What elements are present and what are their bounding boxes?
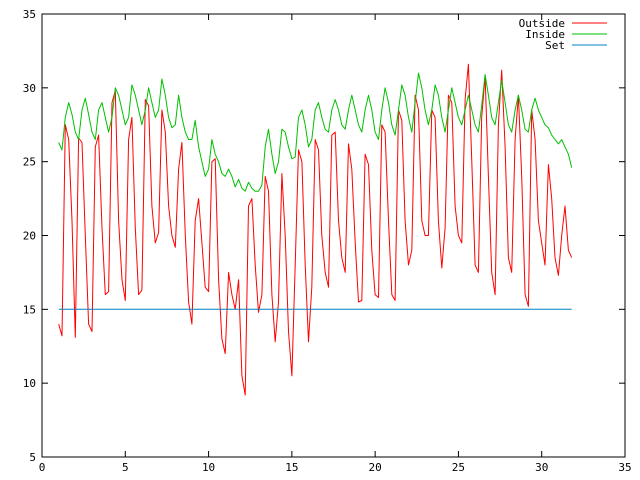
y-tick-label: 25 <box>23 156 36 169</box>
y-tick-label: 15 <box>23 303 36 316</box>
plot-frame <box>41 13 626 458</box>
x-tick-label: 15 <box>285 461 298 474</box>
y-tick-label: 30 <box>23 82 36 95</box>
x-tick-label: 20 <box>369 461 382 474</box>
x-tick-label: 30 <box>535 461 548 474</box>
y-tick-label: 35 <box>23 8 36 21</box>
y-tick-label: 5 <box>29 451 36 464</box>
x-tick-label: 5 <box>122 461 129 474</box>
axis-ticks <box>41 13 626 458</box>
y-tick-label: 20 <box>23 230 36 243</box>
legend-label-inside: Inside <box>525 28 565 41</box>
x-tick-label: 10 <box>202 461 215 474</box>
x-tick-label: 35 <box>618 461 631 474</box>
y-tick-label: 10 <box>23 377 36 390</box>
x-tick-label: 25 <box>452 461 465 474</box>
legend-label-set: Set <box>545 39 565 52</box>
x-tick-label: 0 <box>39 461 46 474</box>
series-line-inside <box>58 72 573 192</box>
legend-label-outside: Outside <box>519 17 565 30</box>
series-line-outside <box>58 63 573 396</box>
series-lines <box>58 63 573 396</box>
